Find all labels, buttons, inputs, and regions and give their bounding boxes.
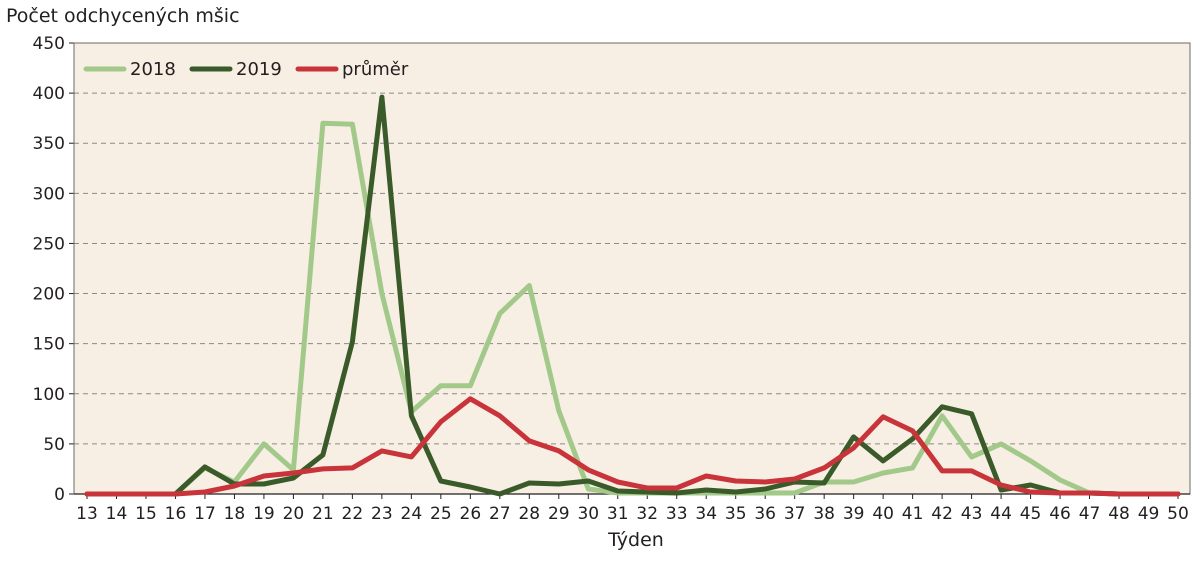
x-tick-label: 35 [725, 504, 747, 524]
x-tick-label: 36 [754, 504, 776, 524]
x-tick-label: 42 [931, 504, 953, 524]
x-tick-label: 22 [342, 504, 364, 524]
x-tick-label: 15 [135, 504, 157, 524]
x-tick-label: 20 [283, 504, 305, 524]
x-tick-label: 40 [872, 504, 894, 524]
x-tick-label: 24 [401, 504, 423, 524]
x-tick-label: 26 [460, 504, 482, 524]
x-tick-label: 31 [607, 504, 629, 524]
x-tick-label: 14 [106, 504, 128, 524]
x-tick-label: 39 [843, 504, 865, 524]
y-tick-label: 100 [33, 385, 65, 405]
x-tick-label: 19 [253, 504, 275, 524]
x-tick-label: 46 [1049, 504, 1071, 524]
x-axis-label: Týden [607, 529, 664, 551]
x-tick-label: 49 [1138, 504, 1160, 524]
x-tick-label: 45 [1020, 504, 1042, 524]
plot-area [74, 43, 1190, 494]
x-tick-label: 30 [577, 504, 599, 524]
legend-label: 2019 [236, 59, 282, 80]
x-tick-label: 50 [1167, 504, 1189, 524]
x-tick-label: 41 [902, 504, 924, 524]
x-tick-label: 25 [430, 504, 452, 524]
x-tick-label: 33 [666, 504, 688, 524]
x-tick-label: 27 [489, 504, 511, 524]
x-tick-label: 37 [784, 504, 806, 524]
x-tick-label: 21 [312, 504, 334, 524]
x-tick-label: 23 [371, 504, 393, 524]
series-line-2019 [84, 94, 1181, 497]
y-tick-label: 200 [33, 285, 65, 305]
legend-label: průměr [342, 59, 409, 80]
x-tick-label: 17 [194, 504, 216, 524]
x-tick-label: 43 [961, 504, 983, 524]
x-tick-label: 29 [548, 504, 570, 524]
x-tick-label: 16 [165, 504, 187, 524]
x-tick-label: 28 [518, 504, 540, 524]
y-tick-label: 400 [33, 84, 65, 104]
x-tick-label: 38 [813, 504, 835, 524]
y-tick-label: 300 [33, 184, 65, 204]
x-tick-label: 34 [695, 504, 717, 524]
y-tick-label: 250 [33, 234, 65, 254]
y-tick-label: 350 [33, 134, 65, 154]
y-tick-label: 450 [33, 34, 65, 54]
x-tick-label: 48 [1108, 504, 1130, 524]
x-tick-label: 47 [1079, 504, 1101, 524]
y-tick-label: 150 [33, 335, 65, 355]
y-tick-label: 0 [54, 485, 65, 505]
x-tick-label: 32 [636, 504, 658, 524]
x-tick-label: 18 [224, 504, 246, 524]
series-line-prumer [84, 396, 1181, 497]
legend-label: 2018 [130, 59, 176, 80]
y-tick-label: 50 [43, 435, 65, 455]
x-tick-label: 44 [990, 504, 1012, 524]
x-tick-label: 13 [76, 504, 98, 524]
y-axis-label: Počet odchycených mšic [6, 5, 240, 27]
